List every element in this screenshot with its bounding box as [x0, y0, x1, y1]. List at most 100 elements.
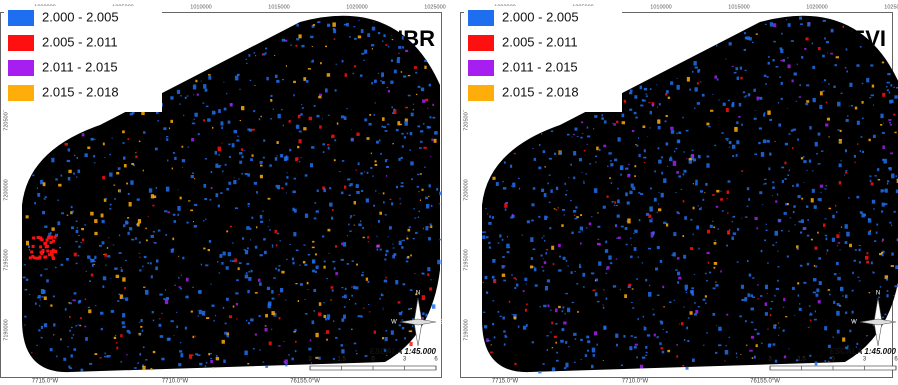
change-pixel: [542, 258, 544, 260]
change-pixel: [23, 264, 26, 266]
change-pixel: [514, 287, 517, 289]
change-pixel: [53, 334, 55, 336]
change-pixel: [138, 321, 141, 323]
change-pixel: [131, 163, 135, 166]
change-pixel: [138, 252, 141, 254]
change-pixel: [49, 348, 53, 352]
change-pixel: [823, 79, 827, 82]
change-pixel: [326, 314, 331, 319]
change-pixel: [728, 336, 731, 338]
change-pixel: [635, 116, 638, 119]
change-pixel: [274, 229, 277, 234]
change-pixel: [647, 136, 649, 138]
change-pixel: [648, 214, 652, 218]
change-pixel: [645, 212, 650, 216]
change-pixel: [544, 215, 548, 220]
change-pixel: [415, 93, 418, 96]
change-pixel: [874, 240, 877, 242]
change-pixel: [255, 54, 257, 57]
change-pixel: [678, 131, 682, 134]
change-pixel: [636, 356, 638, 359]
change-pixel: [532, 148, 534, 150]
change-pixel: [825, 253, 828, 255]
change-pixel: [658, 203, 660, 205]
change-pixel: [309, 339, 312, 342]
change-pixel: [46, 279, 49, 283]
change-pixel: [44, 196, 48, 198]
change-pixel: [223, 81, 225, 83]
change-pixel: [653, 333, 656, 337]
change-pixel: [318, 93, 323, 96]
change-pixel: [260, 115, 262, 118]
change-pixel: [398, 240, 402, 246]
change-pixel: [673, 232, 677, 237]
change-pixel: [872, 324, 875, 327]
change-pixel: [598, 261, 602, 266]
change-pixel: [648, 102, 651, 104]
change-pixel: [251, 154, 254, 157]
change-pixel: [493, 336, 496, 339]
change-pixel: [66, 258, 69, 261]
change-pixel: [586, 335, 590, 339]
change-pixel: [868, 138, 871, 142]
change-pixel: [764, 302, 768, 307]
change-pixel: [610, 182, 613, 184]
change-pixel: [738, 116, 741, 118]
change-pixel: [143, 286, 146, 288]
change-pixel: [377, 244, 380, 248]
change-pixel: [768, 167, 771, 171]
change-pixel: [222, 306, 225, 309]
change-pixel: [518, 177, 520, 180]
change-pixel: [353, 65, 357, 68]
change-pixel: [166, 136, 169, 138]
change-pixel: [800, 157, 804, 160]
change-pixel: [177, 213, 180, 216]
change-pixel: [421, 188, 424, 191]
change-pixel: [428, 83, 431, 87]
change-pixel: [792, 128, 796, 131]
change-pixel: [25, 215, 29, 219]
change-pixel: [513, 314, 517, 319]
change-pixel: [247, 322, 251, 325]
change-pixel: [492, 352, 494, 354]
change-pixel: [85, 337, 88, 341]
change-pixel: [241, 106, 245, 111]
change-pixel: [128, 331, 131, 334]
change-pixel: [709, 224, 713, 228]
change-pixel: [812, 170, 814, 172]
change-pixel: [382, 40, 384, 43]
change-pixel: [859, 150, 861, 153]
change-pixel: [358, 19, 360, 21]
change-pixel: [364, 355, 367, 358]
change-pixel: [861, 213, 865, 218]
change-pixel: [340, 258, 344, 261]
change-pixel: [66, 214, 69, 216]
change-pixel: [697, 205, 699, 207]
change-pixel: [630, 335, 633, 337]
change-pixel: [715, 205, 719, 208]
change-pixel: [620, 225, 624, 228]
change-pixel: [108, 237, 110, 239]
legend-swatch: [8, 60, 34, 76]
legend-label: 2.005 - 2.011: [502, 34, 578, 49]
change-pixel: [617, 199, 620, 204]
change-pixel: [239, 88, 241, 90]
change-pixel: [332, 27, 336, 31]
change-pixel: [215, 357, 220, 361]
change-pixel: [741, 217, 743, 219]
change-pixel: [756, 227, 759, 230]
change-pixel: [400, 185, 404, 188]
change-pixel: [784, 178, 787, 180]
change-pixel: [331, 289, 334, 292]
change-pixel: [73, 292, 77, 295]
change-pixel: [579, 226, 584, 231]
change-pixel: [147, 216, 149, 218]
change-pixel: [37, 256, 41, 260]
change-pixel: [844, 346, 849, 350]
change-pixel: [366, 171, 369, 174]
change-pixel: [324, 333, 326, 334]
change-pixel: [42, 210, 46, 215]
change-pixel: [854, 161, 856, 164]
change-pixel: [274, 157, 278, 161]
change-pixel: [548, 157, 553, 160]
